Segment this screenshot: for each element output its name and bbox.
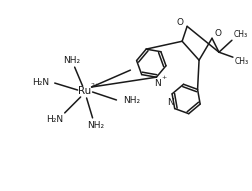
Text: N: N (167, 98, 174, 107)
Text: H₂N: H₂N (46, 115, 63, 124)
Text: N: N (154, 79, 161, 88)
Text: NH₂: NH₂ (123, 96, 140, 105)
Text: Ru: Ru (78, 86, 91, 96)
Text: NH₂: NH₂ (63, 56, 80, 65)
Text: NH₂: NH₂ (87, 121, 104, 130)
Text: CH₃: CH₃ (234, 30, 248, 39)
Text: O: O (214, 29, 222, 38)
Text: +: + (161, 75, 167, 80)
Text: H₂N: H₂N (32, 78, 49, 87)
Text: 2+: 2+ (90, 83, 99, 88)
Text: O: O (177, 18, 184, 27)
Text: CH₃: CH₃ (235, 57, 249, 66)
